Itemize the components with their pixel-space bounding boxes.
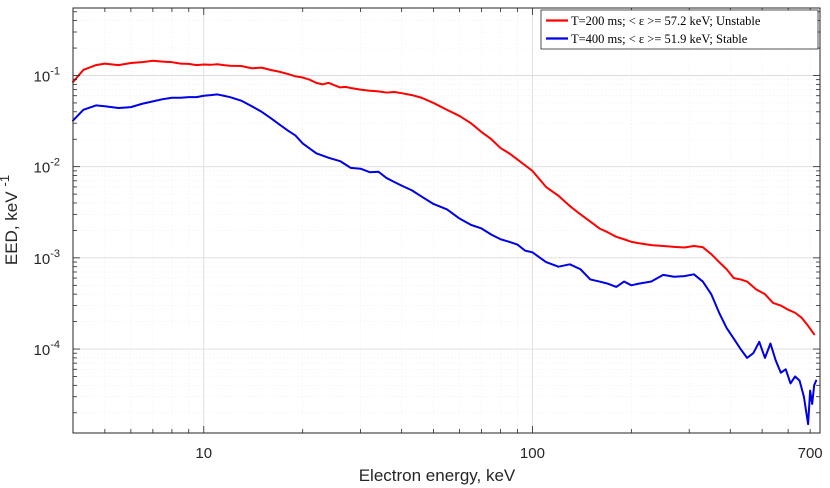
- x-axis-label: Electron energy, keV: [359, 466, 516, 485]
- y-tick-base: 10: [34, 251, 51, 268]
- y-axis-label-exponent: -1: [0, 175, 12, 187]
- series-layer: [72, 59, 818, 426]
- legend-entry-unstable: T=200 ms; < ε >= 57.2 keV; Unstable: [571, 14, 761, 28]
- plot-frame: [72, 7, 821, 434]
- y-tick-base: 10: [34, 69, 51, 86]
- y-tick-label: 10-3: [34, 248, 60, 268]
- minor-grid: [72, 8, 820, 433]
- y-tick-exponent: -3: [50, 248, 60, 260]
- y-tick-label: 10-4: [34, 339, 60, 359]
- y-axis-label: EED, keV -1: [0, 175, 21, 265]
- series-line-unstable: [72, 59, 816, 336]
- x-tick-label: 100: [520, 445, 545, 462]
- y-tick-base: 10: [34, 342, 51, 359]
- x-tick-labels: 10 100 700: [195, 445, 822, 462]
- y-tick-exponent: -4: [50, 339, 60, 351]
- x-tick-label: 700: [798, 445, 823, 462]
- legend-box: [540, 9, 819, 50]
- legend-entry-stable: T=400 ms; < ε >= 51.9 keV; Stable: [571, 32, 748, 46]
- y-axis-label-text: EED, keV: [2, 191, 21, 265]
- x-tick-label: 10: [195, 445, 212, 462]
- y-tick-exponent: -1: [50, 66, 60, 78]
- tick-marks: [72, 8, 820, 433]
- y-tick-base: 10: [34, 160, 51, 177]
- y-tick-labels: 10-110-210-310-4: [34, 66, 60, 360]
- y-tick-exponent: -2: [50, 157, 60, 169]
- major-grid: [73, 8, 820, 433]
- y-tick-label: 10-2: [34, 157, 60, 177]
- legend: T=200 ms; < ε >= 57.2 keV; Unstable T=40…: [540, 9, 819, 50]
- y-tick-label: 10-1: [34, 66, 60, 86]
- series-line-stable: [72, 93, 818, 426]
- plot-background: [73, 8, 820, 433]
